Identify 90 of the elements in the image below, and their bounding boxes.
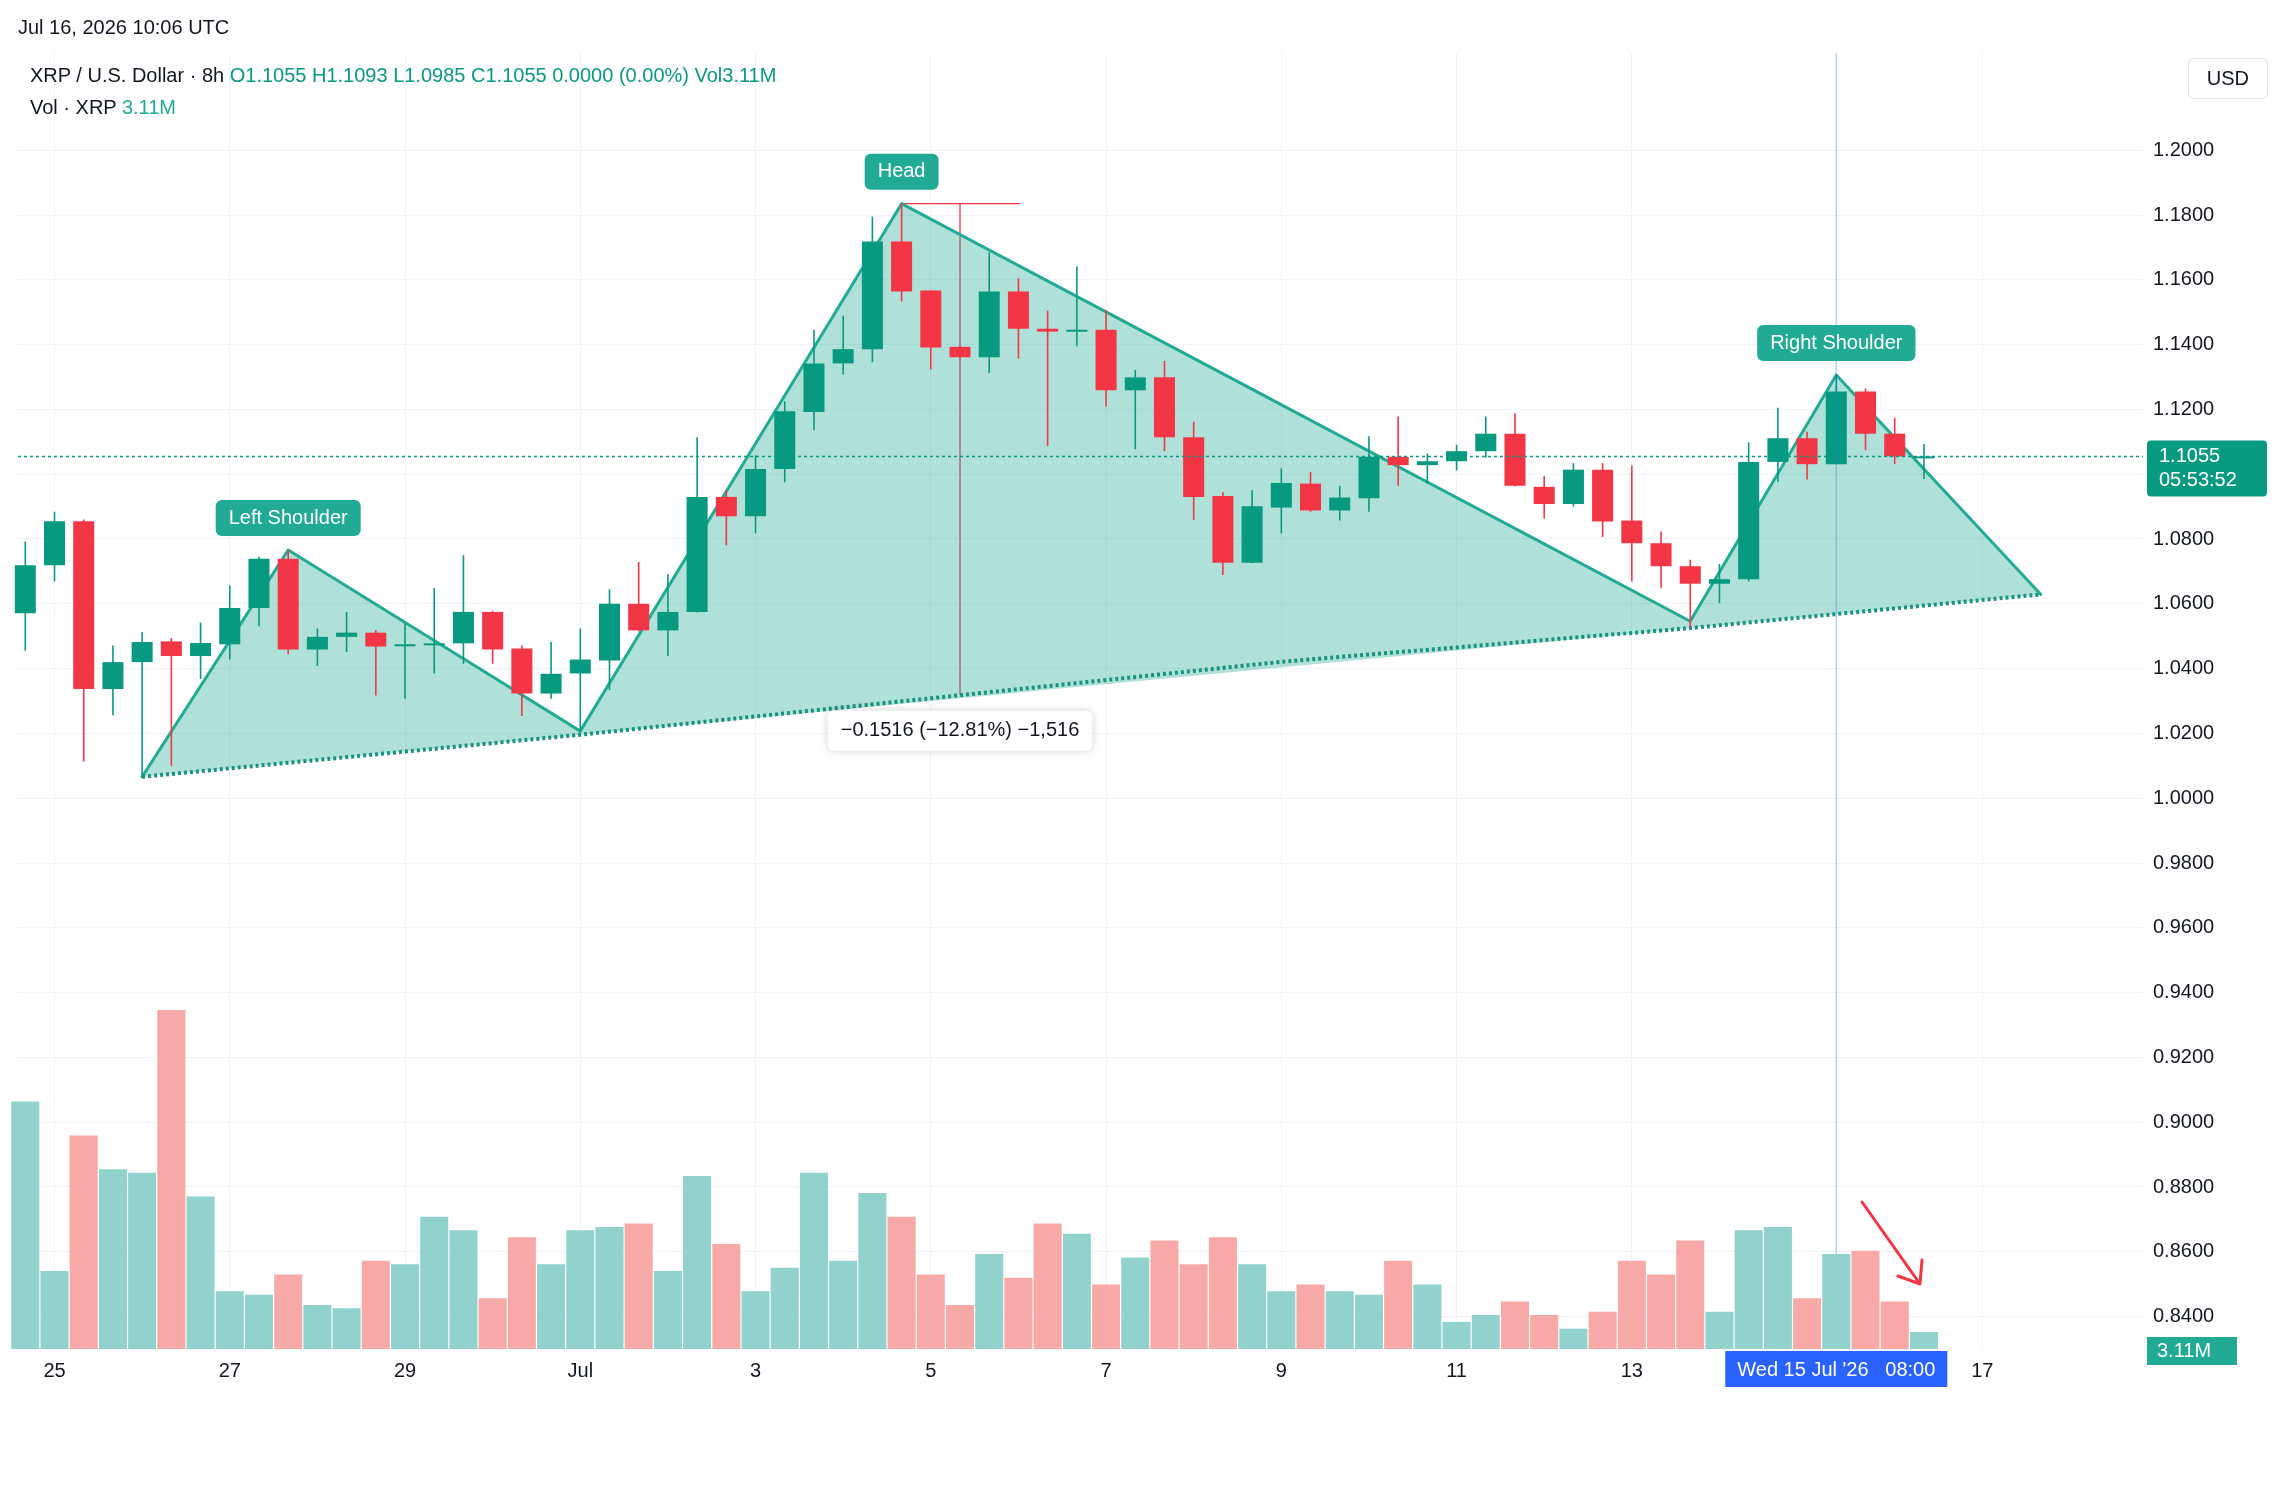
text: 3.11M: [121, 96, 177, 118]
bar: [69, 1135, 98, 1349]
y-tick-label: 1.0600: [2153, 591, 2215, 614]
candlestick: [190, 621, 212, 680]
bar: [975, 1254, 1004, 1349]
x-tick-label: 11: [1446, 1358, 1467, 1381]
x-tick-label: 5: [925, 1358, 937, 1381]
bar: [361, 1260, 390, 1349]
chart-title: Vol · XRP: [30, 96, 117, 118]
x-tick-label: Jul: [567, 1358, 594, 1381]
text: Jul 16, 2026 10:06 UTC: [18, 16, 230, 39]
bar: [157, 1010, 186, 1349]
annotation: Right Shoulder: [1770, 330, 1903, 353]
candlestick: [1621, 464, 1643, 583]
text: XRP / U.S. Dollar · 8h: [30, 64, 225, 86]
x-tick-label: 27: [218, 1358, 241, 1381]
bar: [332, 1308, 361, 1349]
y-tick-label: 0.8600: [2153, 1239, 2215, 1262]
y-tick-label: 1.1400: [2153, 332, 2215, 355]
y-tick-label: 1.1800: [2153, 202, 2215, 225]
candlestick: [306, 627, 328, 667]
bar: [303, 1304, 332, 1349]
bar: [1705, 1311, 1734, 1349]
y-tick-label: 0.9600: [2153, 915, 2215, 938]
annotation: −0.1516 (−12.81%) −1,516: [840, 718, 1080, 741]
candlestick: [1650, 530, 1672, 589]
y-tick-label: 1.0800: [2153, 526, 2215, 549]
candlestick: [1124, 369, 1146, 451]
text: O1.1055 H1.1093 L1.0985 C1.1055 0.0000 (0.00%) Vol3.11M: [229, 64, 777, 86]
y-tick-label: 1.1600: [2153, 267, 2215, 290]
candlestick: [832, 314, 854, 376]
y-tick-label: 1.1200: [2153, 396, 2215, 419]
annotation: Head: [877, 159, 926, 182]
y-tick-label: 0.9400: [2153, 980, 2215, 1003]
candlestick: [1329, 485, 1351, 522]
bar: [1033, 1223, 1062, 1349]
y-tick-label: 0.9200: [2153, 1044, 2215, 1067]
x-tick-label: 29: [393, 1358, 417, 1381]
bar: [1092, 1284, 1121, 1349]
candlestick: [1533, 475, 1555, 520]
candlestick: [1708, 563, 1730, 604]
x-tick-label: 17: [1971, 1358, 1994, 1381]
bar: [1793, 1298, 1822, 1349]
x-tick-label: 3: [749, 1358, 762, 1381]
text: 3.11M: [2157, 1338, 2212, 1361]
candlestick: [540, 641, 562, 700]
candlestick: [1066, 265, 1088, 348]
y-tick-label: 1.0000: [2153, 785, 2215, 808]
y-tick-label: 1.0400: [2153, 656, 2215, 679]
bar: [1822, 1254, 1851, 1349]
candlestick: [1037, 309, 1059, 447]
y-tick-label: 0.8800: [2153, 1174, 2215, 1197]
candlestick: [131, 631, 153, 778]
bar: [1413, 1284, 1442, 1349]
candlestick: [336, 611, 358, 653]
bar: [712, 1243, 741, 1349]
y-tick-label: 1.0200: [2153, 720, 2215, 743]
ref-line-label: Wed 15 Jul '26 08:00: [1737, 1357, 1936, 1380]
x-tick-label: 25: [43, 1358, 66, 1381]
bar: [1296, 1284, 1325, 1349]
candlestick: [657, 573, 679, 657]
y-tick-label: 1.2000: [2153, 137, 2215, 160]
bar: [1121, 1257, 1150, 1349]
text: 05:53:52: [2159, 467, 2237, 490]
bar: [1150, 1240, 1179, 1349]
candlestick: [394, 621, 416, 700]
bar: [1384, 1260, 1413, 1349]
bar: [1909, 1332, 1938, 1349]
candlestick: [715, 489, 737, 547]
y-tick-label: 0.9800: [2153, 850, 2215, 873]
bar: [1062, 1233, 1091, 1349]
candlestick: [1387, 415, 1409, 487]
x-tick-label: 9: [1275, 1358, 1287, 1381]
bar: [1559, 1328, 1588, 1349]
candlestick: [160, 637, 182, 767]
x-tick-label: 13: [1620, 1358, 1643, 1381]
bar: [274, 1274, 303, 1349]
y-tick-label: 0.9000: [2153, 1109, 2215, 1132]
x-tick-label: 7: [1100, 1358, 1112, 1381]
ref-line-label: 1.1055: [2159, 443, 2221, 466]
y-tick-label: 0.8400: [2153, 1304, 2215, 1327]
annotation: Left Shoulder: [228, 505, 349, 528]
candlestick: [423, 587, 445, 675]
bar: [1004, 1277, 1033, 1349]
candlestick: [365, 629, 387, 697]
candlestick: [569, 627, 591, 732]
text: USD: [2187, 58, 2268, 99]
candlestick: [1884, 417, 1906, 465]
candlestick: [1679, 558, 1701, 628]
bar: [624, 1223, 653, 1349]
